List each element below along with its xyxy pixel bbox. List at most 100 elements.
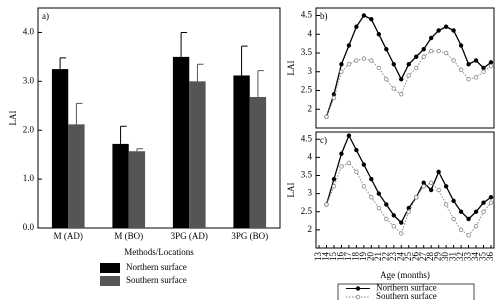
y-axis-label: LAI (8, 111, 18, 126)
x-tick-label: 33 (463, 252, 473, 262)
x-tick-label: 22 (380, 252, 390, 261)
x-tick-label: 32 (455, 252, 465, 261)
panel-label: a) (42, 11, 49, 21)
legend-swatch (100, 263, 120, 273)
bar (51, 69, 69, 228)
x-tick-label: M (AD) (54, 231, 83, 241)
point (481, 69, 486, 74)
error-bar (59, 57, 67, 70)
bar (112, 143, 129, 228)
point (488, 63, 494, 69)
point (354, 24, 359, 29)
x-tick-label: 3PG (AD) (171, 231, 208, 241)
point (466, 62, 471, 67)
point (399, 77, 404, 82)
point (421, 184, 426, 189)
x-tick-label: 17 (343, 252, 353, 262)
point (488, 195, 494, 200)
panel-label: c) (320, 135, 327, 145)
bar (128, 151, 146, 228)
point (339, 164, 344, 169)
point (443, 50, 449, 56)
y-tick-label: 2 (308, 103, 313, 113)
error-bar (257, 70, 264, 97)
bar (249, 96, 267, 228)
point (406, 62, 411, 67)
x-tick-label: 23 (388, 252, 398, 262)
point (466, 233, 471, 238)
x-tick-label: M (BO) (114, 231, 143, 241)
x-tick-label: 35 (478, 252, 488, 262)
legend-label: Northern surface (376, 283, 437, 293)
point (324, 114, 329, 119)
point (354, 147, 359, 153)
point (414, 195, 419, 200)
point (436, 28, 441, 33)
y-tick-label: 2 (308, 224, 313, 234)
point (421, 47, 426, 52)
bar (233, 75, 250, 228)
x-tick-label: 25 (403, 252, 413, 262)
x-tick-label: 28 (425, 252, 435, 262)
point (391, 224, 396, 229)
point (436, 48, 441, 54)
point (376, 65, 382, 71)
x-tick-label: 26 (410, 252, 420, 262)
x-tick-label: 31 (448, 252, 458, 261)
x-tick-label: 19 (358, 252, 368, 262)
x-tick-label: 20 (365, 252, 375, 262)
legend-label: Southern surface (126, 275, 187, 285)
point (443, 202, 449, 207)
point (406, 73, 411, 78)
point (458, 227, 464, 233)
point (399, 92, 404, 97)
point (473, 58, 479, 63)
point (369, 176, 374, 182)
point (451, 216, 456, 222)
legend-marker (355, 294, 361, 300)
bar (68, 124, 85, 228)
point (421, 180, 426, 185)
point (361, 13, 367, 18)
y-tick-label: 4.0 (23, 27, 35, 37)
point (384, 202, 389, 207)
point (443, 184, 449, 189)
bar (189, 81, 206, 228)
y-tick-label: 3.5 (301, 47, 313, 57)
error-bar (120, 125, 127, 144)
point (399, 231, 404, 236)
legend-marker (355, 286, 361, 291)
panel-label: b) (320, 11, 328, 21)
point (481, 209, 486, 214)
x-tick-label: 34 (470, 252, 480, 262)
x-tick-label: 36 (485, 252, 495, 262)
point (331, 95, 337, 101)
y-tick-label: 3 (308, 188, 313, 198)
y-axis-label: LAI (286, 183, 296, 198)
legend-label: Southern surface (376, 291, 437, 300)
point (466, 77, 471, 82)
x-tick-label: 24 (395, 252, 405, 262)
x-tick-label: 29 (433, 252, 443, 262)
point (331, 176, 337, 182)
series-line (326, 50, 492, 117)
point (384, 77, 389, 82)
y-tick-label: 4.5 (301, 133, 313, 143)
x-tick-label: 16 (335, 252, 345, 262)
plot-frame (37, 7, 281, 229)
point (421, 54, 426, 59)
x-tick-label: 27 (418, 252, 428, 262)
y-tick-label: 4 (308, 151, 313, 161)
point (451, 198, 456, 204)
y-tick-label: 1.0 (23, 173, 35, 183)
y-tick-label: 3.0 (23, 75, 35, 85)
y-tick-label: 4.5 (301, 10, 313, 20)
point (488, 60, 494, 65)
x-tick-label: 3PG (BO) (231, 231, 268, 241)
point (406, 209, 411, 214)
point (436, 169, 441, 175)
point (369, 17, 374, 22)
legend-box (337, 283, 475, 300)
